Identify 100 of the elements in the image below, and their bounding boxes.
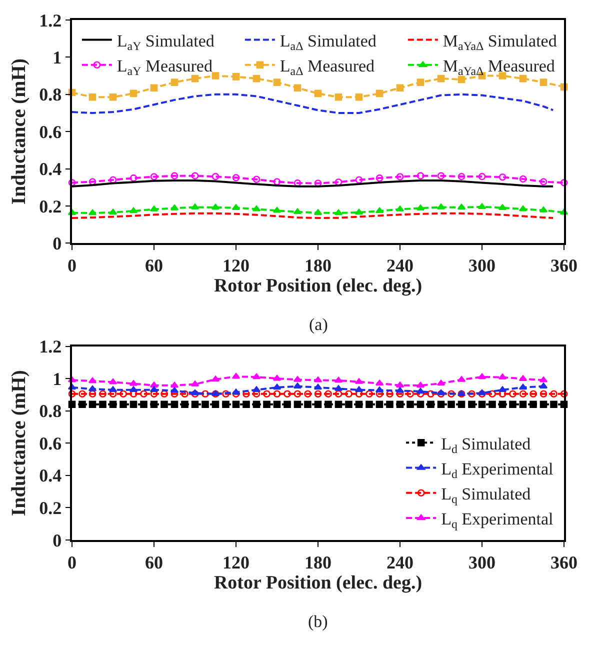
x-tick-label: 60 [145, 552, 163, 572]
point [170, 172, 178, 180]
legend-label: L$_{d}$ Simulated [441, 434, 532, 456]
point [437, 74, 445, 82]
line-series [72, 93, 554, 114]
point [212, 172, 220, 180]
point [130, 90, 138, 98]
y-tick-label: 0.8 [39, 84, 62, 105]
x-axis-title: Rotor Position (elec. deg.) [214, 572, 422, 594]
point [252, 176, 260, 183]
text: (b) [308, 612, 328, 631]
point [88, 209, 97, 216]
y-tick-label: 0.4 [39, 466, 62, 486]
point [108, 208, 118, 215]
legend-label: M$_{aYaΔ}$ Measured [442, 56, 556, 78]
point [396, 84, 404, 92]
x-tick-label: 0 [68, 552, 76, 572]
legend-label: L$_{q}$ Simulated [441, 484, 532, 506]
point [519, 74, 527, 82]
x-tick-label: 180 [304, 552, 332, 572]
legend-label: M$_{aYaΔ}$ Simulated [442, 31, 558, 53]
y-tick-label: 1.2 [39, 336, 62, 357]
legend-label: L$_{aΔ}$ Measured [280, 56, 376, 78]
point [416, 172, 424, 180]
x-axis-title: Rotor Position (elec. deg.) [214, 275, 422, 296]
x-tick-label: 300 [468, 255, 496, 276]
y-tick-label: 0.6 [39, 433, 62, 454]
point [191, 74, 199, 82]
x-tick-label: 180 [304, 255, 332, 276]
point [334, 94, 342, 101]
y-tick-label: 0.8 [39, 401, 62, 422]
point [150, 173, 158, 180]
legend-label: L$_{aΔ}$ Simulated [280, 31, 377, 53]
point [129, 207, 138, 214]
point [355, 176, 363, 184]
point [334, 209, 343, 216]
point [211, 204, 220, 210]
legend-label: L$_{q}$ Experimental [441, 510, 554, 532]
point [272, 206, 282, 213]
point [458, 172, 466, 180]
y-tick-label: 1 [52, 47, 62, 68]
point [293, 208, 302, 214]
point [88, 94, 96, 101]
x-tick-label: 360 [550, 552, 578, 572]
point [252, 74, 260, 82]
text: (a) [309, 315, 328, 334]
y-axis-title: Inductance (mH) [8, 370, 30, 516]
y-tick-label: 0 [52, 530, 62, 550]
point [540, 178, 548, 186]
y-tick-label: 0.4 [39, 159, 62, 180]
point [437, 172, 445, 180]
point [457, 204, 466, 210]
point [273, 178, 281, 186]
point [212, 72, 220, 80]
y-tick-label: 0 [52, 233, 62, 254]
point [109, 94, 117, 101]
point [191, 172, 199, 180]
point [478, 203, 486, 210]
x-tick-label: 360 [550, 255, 578, 276]
point [273, 78, 281, 86]
point [334, 178, 342, 186]
point [88, 178, 96, 186]
y-tick-label: 0.2 [39, 498, 62, 518]
point [519, 175, 527, 183]
x-tick-label: 120 [222, 255, 250, 276]
point [150, 84, 158, 92]
legend-label: L$_{aY}$ Simulated [116, 31, 215, 53]
legend-label: L$_{aY}$ Measured [116, 56, 213, 78]
x-tick-label: 0 [68, 255, 76, 276]
x-tick-label: 240 [386, 255, 414, 276]
point [252, 205, 261, 212]
y-tick-label: 0.2 [39, 196, 62, 216]
point [294, 84, 302, 92]
point [498, 72, 506, 80]
point [376, 90, 384, 98]
y-tick-label: 0.6 [39, 122, 62, 142]
point [232, 174, 240, 182]
x-tick-label: 120 [222, 552, 250, 572]
point [170, 78, 178, 86]
point [314, 90, 322, 98]
point [354, 208, 364, 215]
point [396, 173, 404, 180]
point [540, 78, 548, 86]
point [518, 205, 528, 212]
point [130, 174, 138, 182]
point [376, 174, 384, 182]
legend-label: L$_{d}$ Experimental [441, 459, 554, 481]
point [68, 179, 76, 186]
point [416, 78, 424, 86]
point [478, 172, 486, 180]
point [498, 173, 506, 181]
y-tick-label: 1 [52, 368, 62, 389]
point [458, 76, 466, 84]
x-tick-label: 60 [145, 255, 163, 276]
point [232, 73, 240, 80]
point [375, 207, 384, 214]
point [355, 94, 363, 101]
x-tick-label: 300 [468, 552, 496, 572]
y-axis-title: Inductance (mH) [8, 58, 30, 205]
x-tick-label: 240 [386, 552, 414, 572]
